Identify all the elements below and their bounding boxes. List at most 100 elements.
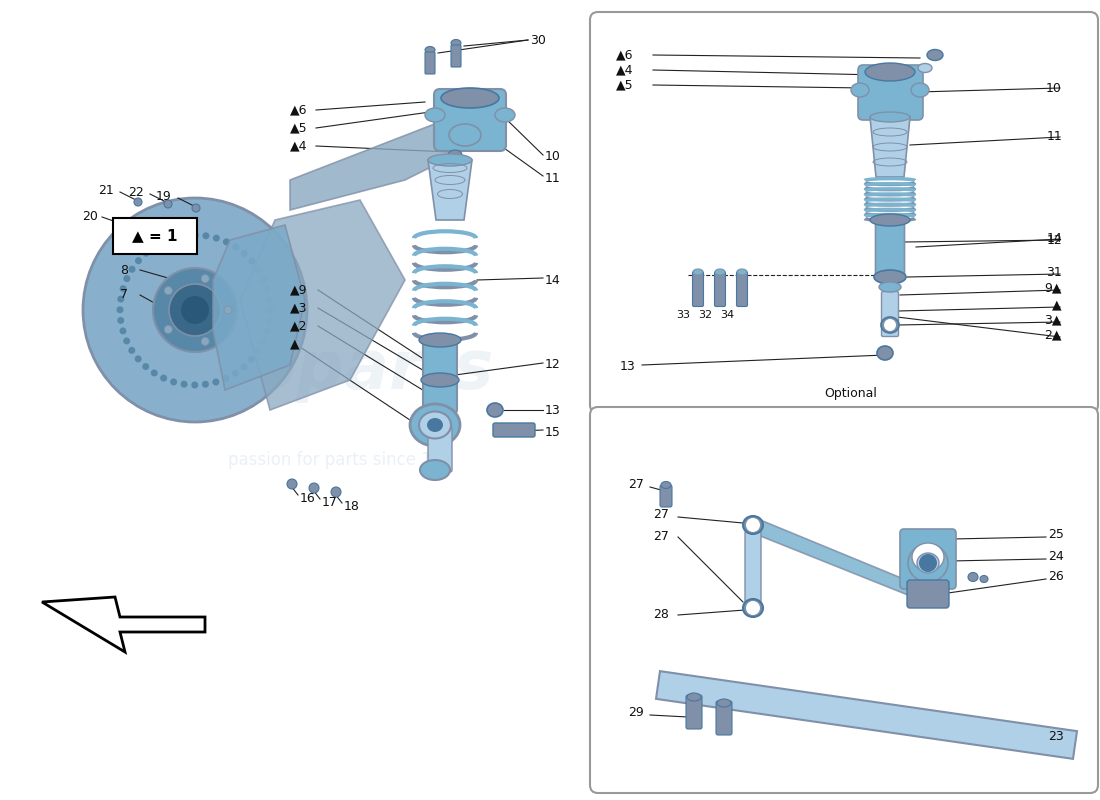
Text: passion for parts since 198: passion for parts since 198 bbox=[228, 451, 452, 469]
Circle shape bbox=[266, 318, 273, 325]
Text: 23: 23 bbox=[1048, 730, 1064, 743]
Ellipse shape bbox=[419, 333, 461, 347]
FancyBboxPatch shape bbox=[858, 65, 923, 120]
Circle shape bbox=[129, 266, 135, 273]
Text: 11: 11 bbox=[1046, 130, 1062, 143]
Text: 20: 20 bbox=[82, 210, 98, 223]
Ellipse shape bbox=[968, 573, 978, 582]
Circle shape bbox=[182, 232, 188, 239]
Text: ▲5: ▲5 bbox=[616, 78, 634, 91]
Ellipse shape bbox=[927, 50, 943, 61]
FancyBboxPatch shape bbox=[590, 407, 1098, 793]
Circle shape bbox=[746, 518, 760, 532]
Text: ▲6: ▲6 bbox=[290, 103, 308, 117]
Circle shape bbox=[192, 204, 200, 212]
Text: ▲4: ▲4 bbox=[616, 63, 634, 77]
FancyBboxPatch shape bbox=[715, 271, 726, 306]
Text: 19: 19 bbox=[156, 190, 172, 202]
Circle shape bbox=[266, 296, 273, 303]
Circle shape bbox=[123, 275, 131, 282]
Ellipse shape bbox=[448, 150, 462, 160]
FancyBboxPatch shape bbox=[424, 337, 456, 413]
FancyBboxPatch shape bbox=[434, 89, 506, 151]
Ellipse shape bbox=[688, 693, 701, 701]
Text: 8: 8 bbox=[120, 263, 128, 277]
Circle shape bbox=[287, 479, 297, 489]
Text: 12: 12 bbox=[544, 358, 561, 371]
Ellipse shape bbox=[449, 124, 481, 146]
Circle shape bbox=[161, 238, 167, 245]
Text: 32: 32 bbox=[698, 310, 712, 320]
Text: Optional: Optional bbox=[824, 386, 877, 399]
Circle shape bbox=[232, 243, 239, 250]
Ellipse shape bbox=[421, 373, 459, 387]
Text: 7: 7 bbox=[120, 289, 128, 302]
Ellipse shape bbox=[911, 83, 930, 97]
Ellipse shape bbox=[428, 154, 472, 166]
Text: 13: 13 bbox=[544, 403, 561, 417]
Ellipse shape bbox=[851, 83, 869, 97]
Circle shape bbox=[232, 370, 239, 377]
Ellipse shape bbox=[870, 112, 910, 122]
Ellipse shape bbox=[877, 346, 893, 360]
Ellipse shape bbox=[717, 699, 732, 707]
Ellipse shape bbox=[419, 411, 451, 438]
Ellipse shape bbox=[715, 269, 725, 275]
Circle shape bbox=[153, 268, 236, 352]
Circle shape bbox=[170, 234, 177, 242]
Text: 18: 18 bbox=[344, 499, 360, 513]
FancyBboxPatch shape bbox=[113, 218, 197, 254]
Ellipse shape bbox=[487, 403, 503, 417]
Ellipse shape bbox=[742, 599, 763, 617]
Text: ▲5: ▲5 bbox=[290, 122, 308, 134]
FancyBboxPatch shape bbox=[716, 701, 732, 735]
Circle shape bbox=[260, 338, 266, 345]
Circle shape bbox=[129, 347, 135, 354]
FancyBboxPatch shape bbox=[745, 531, 761, 610]
Ellipse shape bbox=[441, 88, 499, 108]
Ellipse shape bbox=[420, 460, 450, 480]
Text: 16: 16 bbox=[300, 491, 316, 505]
Text: 14: 14 bbox=[1046, 233, 1062, 246]
Circle shape bbox=[120, 327, 127, 334]
Circle shape bbox=[134, 198, 142, 206]
Ellipse shape bbox=[495, 108, 515, 122]
Circle shape bbox=[191, 382, 198, 389]
Text: 3▲: 3▲ bbox=[1045, 314, 1062, 326]
Polygon shape bbox=[42, 597, 205, 652]
Circle shape bbox=[202, 381, 209, 388]
Polygon shape bbox=[290, 118, 475, 210]
Circle shape bbox=[213, 234, 220, 242]
FancyBboxPatch shape bbox=[493, 423, 535, 437]
Circle shape bbox=[170, 378, 177, 386]
Circle shape bbox=[255, 266, 262, 273]
Text: europarts: europarts bbox=[125, 337, 494, 403]
Text: ▲9: ▲9 bbox=[290, 283, 308, 297]
Circle shape bbox=[223, 238, 230, 246]
Text: 12: 12 bbox=[1046, 234, 1062, 246]
Circle shape bbox=[241, 250, 248, 257]
Circle shape bbox=[884, 319, 896, 331]
Circle shape bbox=[182, 296, 209, 324]
Polygon shape bbox=[213, 225, 305, 390]
Text: 24: 24 bbox=[1048, 550, 1064, 563]
Text: 10: 10 bbox=[544, 150, 561, 163]
Circle shape bbox=[164, 200, 172, 208]
Text: 34: 34 bbox=[720, 310, 734, 320]
Text: 9▲: 9▲ bbox=[1045, 282, 1062, 294]
Text: ▲: ▲ bbox=[290, 338, 299, 350]
Text: 10: 10 bbox=[1046, 82, 1062, 94]
Circle shape bbox=[201, 274, 209, 282]
FancyBboxPatch shape bbox=[590, 12, 1098, 413]
Circle shape bbox=[248, 356, 255, 362]
Ellipse shape bbox=[410, 404, 460, 446]
Polygon shape bbox=[754, 517, 913, 597]
Circle shape bbox=[143, 250, 150, 257]
Circle shape bbox=[117, 306, 123, 314]
Circle shape bbox=[263, 328, 271, 335]
FancyBboxPatch shape bbox=[881, 291, 899, 337]
Circle shape bbox=[191, 231, 199, 238]
FancyBboxPatch shape bbox=[425, 52, 435, 74]
Ellipse shape bbox=[661, 482, 671, 489]
Ellipse shape bbox=[425, 108, 446, 122]
